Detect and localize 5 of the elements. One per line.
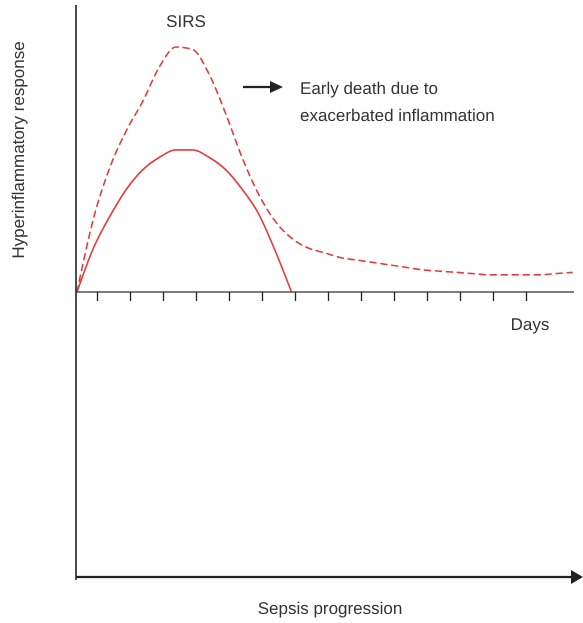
annotation: Early death due to exacerbated inflammation (300, 79, 495, 125)
y-axis-title: Hyperinflammatory response (9, 41, 28, 259)
text: SIRS (166, 12, 206, 31)
x-axis-title: Days (510, 315, 550, 334)
text: Sepsis progression (258, 599, 402, 618)
